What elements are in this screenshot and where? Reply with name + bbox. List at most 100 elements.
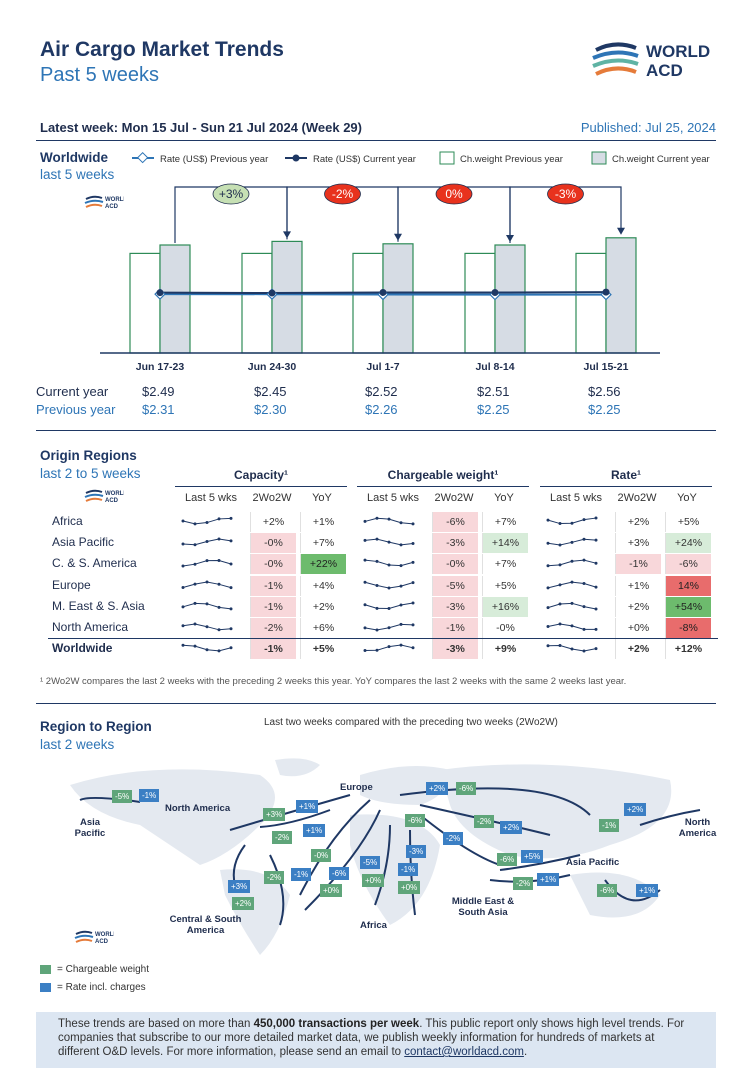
globe-logo-icon: WORLD ACD <box>84 195 128 210</box>
flow-badge: -1% <box>599 819 620 832</box>
region-name: M. East & S. Asia <box>52 598 145 613</box>
current-rate: $2.52 <box>365 384 398 399</box>
flow-badge: -6% <box>456 782 477 795</box>
bar-prev-year <box>575 252 607 354</box>
point-curr <box>268 289 276 297</box>
map-label-europe: Europe <box>340 782 373 793</box>
flow-badge: -2% <box>272 831 293 844</box>
flow-badge: -5% <box>360 856 381 869</box>
map-label-asia-pacific: Asia Pacific <box>566 857 620 868</box>
sparkline <box>181 643 233 653</box>
chart-legend: Rate (US$) Previous year Rate (US$) Curre… <box>132 151 710 165</box>
sparkline <box>546 622 598 631</box>
flow-badge: +0% <box>398 881 421 894</box>
flow-badge: +1% <box>296 800 319 813</box>
map-label-north-america: North America <box>165 803 231 814</box>
sparkline <box>546 559 598 568</box>
region-name: Africa <box>52 514 83 528</box>
sparkline <box>363 537 415 547</box>
svg-text:WORLD: WORLD <box>105 491 124 497</box>
metric-cell: +16% <box>482 596 528 617</box>
previous-year-label: Previous year <box>36 402 116 417</box>
sparkline <box>181 537 233 547</box>
sparkline <box>363 643 415 653</box>
flow-badge: -1% <box>139 789 160 802</box>
flow-badge: -0% <box>311 849 332 862</box>
sparkline <box>546 601 598 611</box>
region-name: C. & S. America <box>52 556 137 571</box>
bar-prev-year <box>129 252 161 354</box>
metric-cell: +2% <box>615 596 661 617</box>
divider <box>36 430 716 431</box>
column-header: YoY <box>312 492 332 504</box>
logo-text: WORLD ACD <box>646 42 711 80</box>
world-acd-small-logo: WORLD ACD <box>84 487 128 507</box>
sparkline <box>363 580 415 590</box>
flow-badge: +2% <box>500 821 523 834</box>
change-badge-label: 0% <box>445 187 463 201</box>
current-rate: $2.56 <box>588 384 621 399</box>
flow-badge: -2% <box>513 877 534 890</box>
map-label-middle-east: Middle East & South Asia <box>451 896 515 918</box>
column-header: 2Wo2W <box>434 492 474 504</box>
point-curr <box>602 288 610 296</box>
legend-label: Rate (US$) Previous year <box>160 154 268 165</box>
metric-cell: -1% <box>615 554 661 575</box>
region-name: North America <box>52 620 129 634</box>
metric-cell: 14% <box>665 575 711 596</box>
column-header: 2Wo2W <box>617 492 657 504</box>
metric-cell: +2% <box>615 512 661 532</box>
flow-badge: -2% <box>264 871 285 884</box>
flow-badge: +0% <box>320 884 343 897</box>
flow-badge: +5% <box>521 850 544 863</box>
metric-cell: +0% <box>615 618 661 638</box>
metric-cell: +54% <box>665 596 711 617</box>
metric-cell: +7% <box>482 554 528 575</box>
current-rate: $2.45 <box>254 384 287 399</box>
x-tick-label: Jun 24-30 <box>248 361 297 373</box>
worldwide-heading: Worldwide <box>40 150 109 165</box>
sparkline <box>181 516 233 526</box>
published-date: Published: Jul 25, 2024 <box>580 120 716 135</box>
legend-label: Rate (US$) Current year <box>313 154 416 165</box>
column-header: YoY <box>494 492 514 504</box>
column-header: 2Wo2W <box>252 492 292 504</box>
flow-badge: -1% <box>291 868 312 881</box>
map-label-central-south-america: Central & South America <box>169 914 242 936</box>
change-badge-label: +3% <box>219 187 244 201</box>
current-rate: $2.49 <box>142 384 175 399</box>
metric-cell: -5% <box>432 575 478 596</box>
flow-badge: -6% <box>497 853 518 866</box>
flow-badge: +1% <box>303 824 326 837</box>
change-badge <box>435 183 473 205</box>
bar-prev-year <box>352 252 384 354</box>
metric-cell: +12% <box>665 639 711 660</box>
metric-cell: +5% <box>665 512 711 532</box>
sparkline <box>546 580 598 589</box>
contact-email-link[interactable]: contact@worldacd.com <box>404 1046 524 1058</box>
flow-badge: -6% <box>597 884 618 897</box>
worldwide-subheading: last 5 weeks <box>40 167 115 182</box>
sparkline <box>363 622 415 632</box>
bar-prev-year <box>241 252 273 354</box>
map-label-asia-pacific-west: Asia Pacific <box>74 817 106 839</box>
metric-cell: -6% <box>432 512 478 532</box>
current-rate: $2.51 <box>477 384 510 399</box>
svg-text:ACD: ACD <box>105 204 119 210</box>
region-name: Asia Pacific <box>52 535 115 550</box>
x-tick-label: Jul 1-7 <box>366 361 399 373</box>
arrow-head-icon <box>617 227 625 235</box>
group-header: Rate¹ <box>540 468 712 487</box>
metric-cell: +7% <box>482 512 528 532</box>
sparkline <box>363 559 415 568</box>
flow-badge: +3% <box>263 808 286 821</box>
previous-rate: $2.25 <box>477 402 510 417</box>
metric-cell: -1% <box>250 596 296 617</box>
metric-cell: +2% <box>300 596 346 617</box>
divider <box>36 703 716 704</box>
metric-cell: +2% <box>615 639 661 660</box>
r2r-subheading: last 2 weeks <box>40 737 115 752</box>
page-title: Air Cargo Market Trends <box>40 38 284 61</box>
metric-cell: +1% <box>300 512 346 532</box>
flow-badge: +1% <box>636 884 659 897</box>
